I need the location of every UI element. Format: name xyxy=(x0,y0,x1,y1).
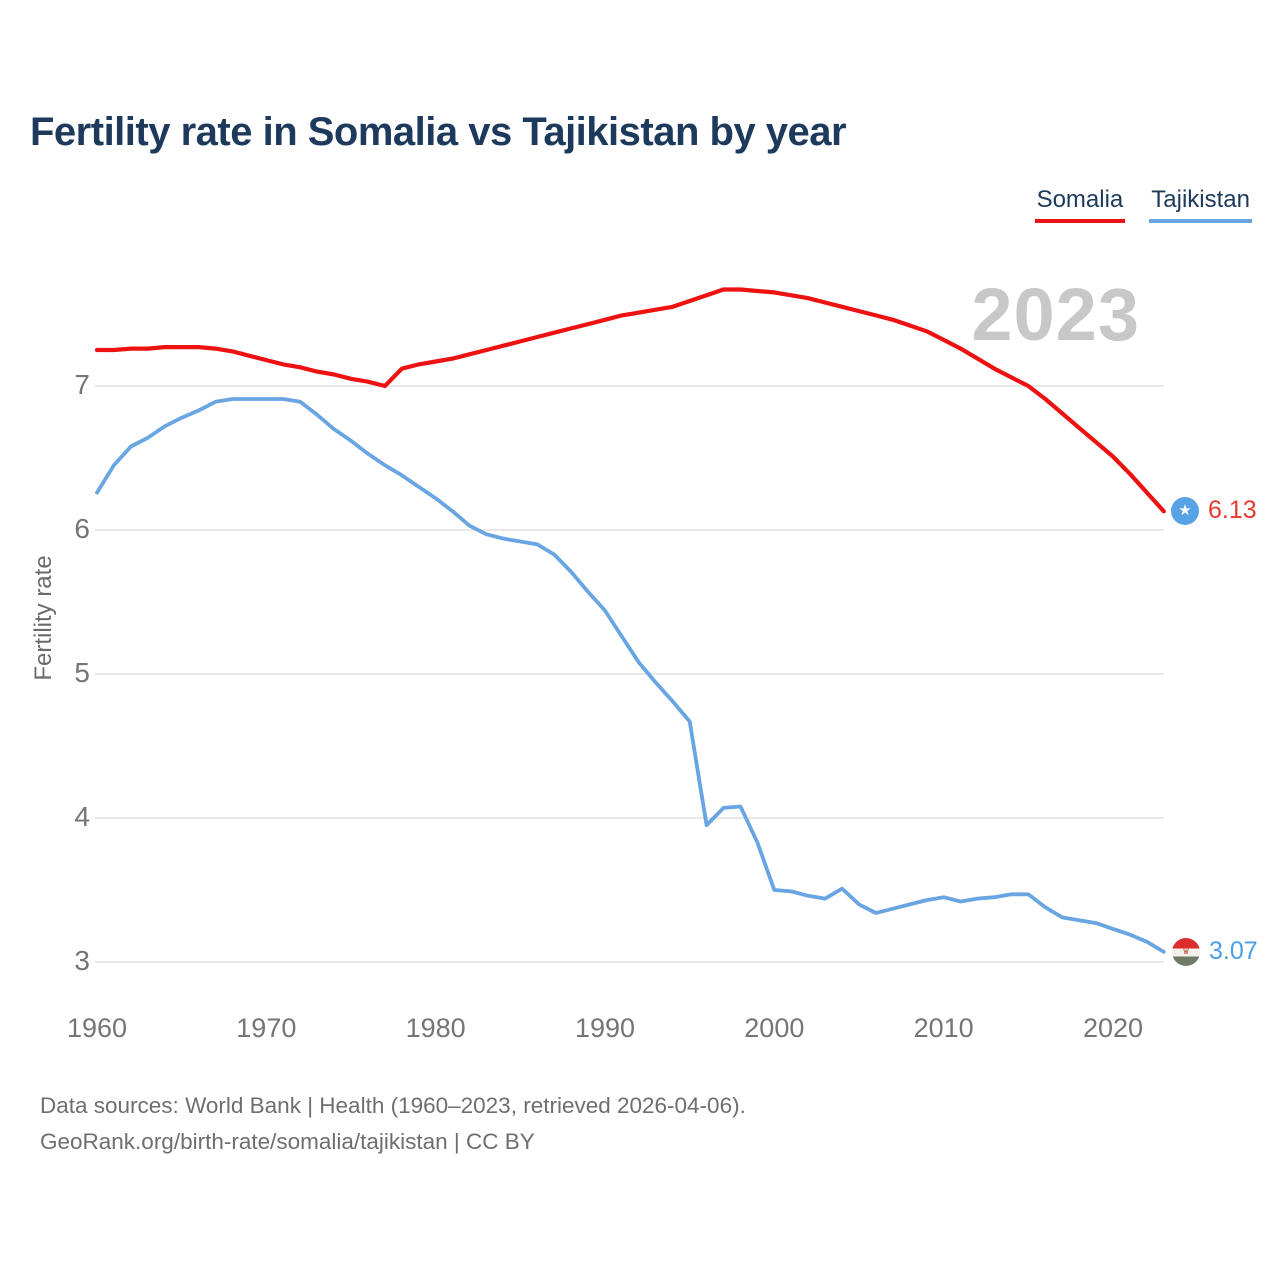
x-tick-label-1970: 1970 xyxy=(236,1013,297,1043)
y-tick-label-5: 5 xyxy=(74,657,90,688)
somalia-flag-icon: ★ xyxy=(1171,496,1199,525)
footer: Data sources: World Bank | Health (1960–… xyxy=(40,1088,746,1160)
series-line-somalia xyxy=(94,287,1166,514)
x-tick-label-1980: 1980 xyxy=(405,1013,466,1043)
page-title: Fertility rate in Somalia vs Tajikistan … xyxy=(30,110,847,154)
y-tick-label-3: 3 xyxy=(74,945,90,976)
somalia-end-value: 6.13 xyxy=(1208,496,1257,524)
year-watermark: 2023 xyxy=(971,273,1140,356)
footer-attribution-line: GeoRank.org/birth-rate/somalia/tajikista… xyxy=(40,1129,535,1154)
legend: Somalia Tajikistan xyxy=(1034,186,1252,223)
y-tick-label-4: 4 xyxy=(74,801,90,832)
tajikistan-end-label: ♛ 3.07 xyxy=(1172,937,1258,966)
tajikistan-flag-icon: ♛ xyxy=(1172,937,1200,966)
x-tick-label-2010: 2010 xyxy=(913,1013,974,1043)
footer-sources-line: Data sources: World Bank | Health (1960–… xyxy=(40,1093,746,1118)
x-tick-label-1990: 1990 xyxy=(574,1013,636,1043)
y-tick-label-6: 6 xyxy=(74,513,90,544)
legend-item-tajikistan[interactable]: Tajikistan xyxy=(1149,186,1252,223)
somalia-end-label: ★ 6.13 xyxy=(1171,496,1257,525)
x-tick-label-2020: 2020 xyxy=(1082,1013,1144,1043)
y-tick-label-7: 7 xyxy=(74,369,90,400)
series-line-tajikistan xyxy=(95,397,1166,954)
legend-item-somalia[interactable]: Somalia xyxy=(1034,186,1126,223)
x-tick-label-2000: 2000 xyxy=(744,1013,805,1043)
tajikistan-end-value: 3.07 xyxy=(1209,937,1258,965)
x-tick-label-1960: 1960 xyxy=(66,1013,128,1043)
